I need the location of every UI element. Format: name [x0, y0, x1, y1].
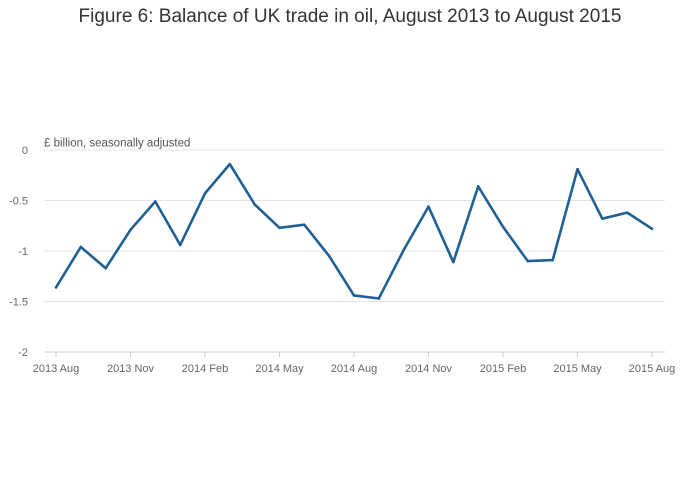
data-point[interactable]	[452, 260, 455, 264]
x-tick-label: 2015 Feb	[480, 363, 526, 375]
y-axis: 0 -0.5 -1 -1.5 -2	[9, 145, 28, 359]
data-point[interactable]	[129, 228, 132, 232]
data-point[interactable]	[551, 258, 554, 262]
y-tick-label: -1	[18, 246, 28, 258]
x-tick-label: 2014 Aug	[331, 363, 378, 375]
data-point[interactable]	[402, 248, 405, 252]
data-point[interactable]	[203, 192, 207, 195]
data-point[interactable]	[303, 223, 306, 227]
x-tick-label: 2015 May	[553, 363, 602, 375]
data-point[interactable]	[501, 225, 505, 229]
x-axis: 2013 Aug 2013 Nov 2014 Feb 2014 May 2014 Aug…	[33, 352, 676, 375]
data-point[interactable]	[625, 211, 629, 214]
data-point[interactable]	[79, 245, 83, 249]
y-tick-label: -0.5	[9, 196, 28, 208]
x-tick-label: 2015 Aug	[629, 363, 676, 375]
x-tick-label: 2014 May	[255, 363, 304, 375]
data-point[interactable]	[154, 200, 157, 203]
data-point[interactable]	[253, 203, 256, 206]
series-line	[54, 162, 654, 300]
data-point[interactable]	[352, 294, 356, 297]
data-point[interactable]	[650, 227, 654, 231]
x-tick-label: 2013 Aug	[33, 363, 80, 375]
data-point[interactable]	[104, 266, 107, 270]
data-point[interactable]	[278, 226, 281, 230]
x-tick-label: 2014 Feb	[182, 363, 228, 375]
chart-title: Figure 6: Balance of UK trade in oil, Au…	[78, 6, 622, 27]
data-point[interactable]	[377, 297, 381, 300]
y-tick-label: -2	[18, 347, 28, 359]
x-tick-label: 2014 Nov	[405, 363, 453, 375]
data-point[interactable]	[576, 167, 579, 171]
y-axis-unit-label: £ billion, seasonally adjusted	[44, 138, 190, 150]
data-point[interactable]	[427, 205, 430, 208]
gridlines	[44, 149, 665, 353]
series-group	[54, 162, 654, 300]
y-tick-label: 0	[22, 145, 28, 157]
y-tick-label: -1.5	[9, 297, 28, 309]
data-point[interactable]	[327, 254, 331, 258]
data-point[interactable]	[526, 259, 530, 263]
data-point[interactable]	[228, 162, 232, 166]
data-point[interactable]	[54, 286, 58, 289]
data-point[interactable]	[601, 217, 604, 220]
data-point[interactable]	[476, 185, 480, 188]
x-tick-label: 2013 Nov	[107, 363, 155, 375]
data-point[interactable]	[178, 243, 182, 247]
